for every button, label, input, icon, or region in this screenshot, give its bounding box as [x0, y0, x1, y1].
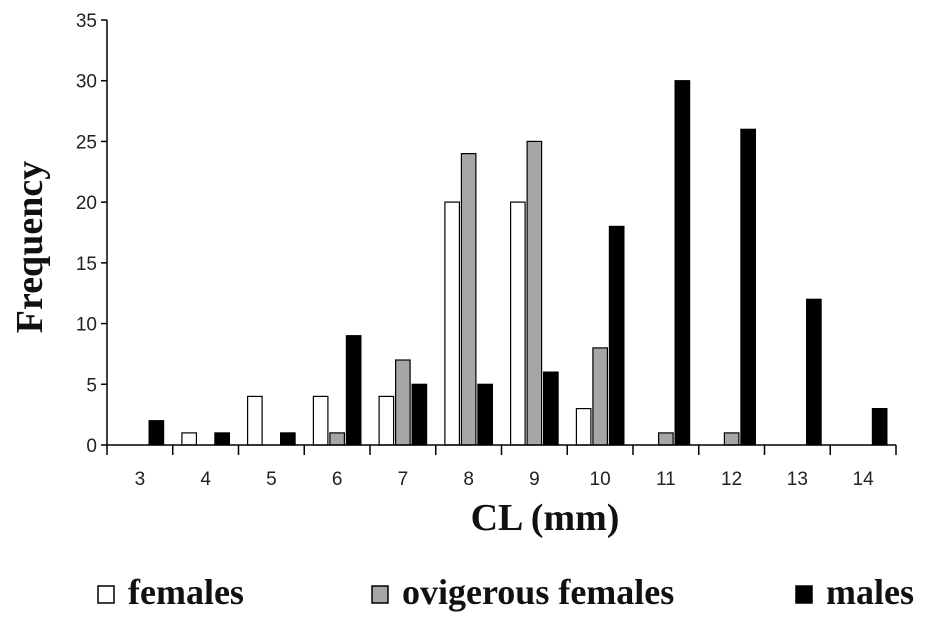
x-tick-label: 13: [787, 469, 808, 490]
bar-ovigerous-females-10: [592, 347, 609, 446]
y-tick-label: 25: [76, 132, 97, 153]
legend-swatch-ovigerous-females: [371, 585, 389, 604]
x-tick-label: 12: [721, 469, 742, 490]
bar-females-8: [444, 201, 460, 446]
x-tick-label: 6: [332, 469, 343, 490]
y-tick-label: 5: [86, 375, 97, 396]
bar-males-5: [280, 432, 296, 446]
legend-swatch-males: [795, 585, 813, 604]
bars-layer: [148, 80, 888, 446]
bar-males-14: [871, 408, 888, 446]
legend-label-females: females: [128, 572, 244, 612]
y-tick-label: 35: [76, 11, 97, 32]
bar-ovigerous-females-9: [526, 140, 543, 446]
bar-ovigerous-females-7: [395, 359, 411, 446]
legend-swatch-females: [97, 585, 115, 604]
bar-males-9: [542, 371, 559, 446]
y-tick-label: 15: [76, 254, 97, 275]
bar-ovigerous-females-6: [329, 432, 345, 446]
x-tick-label: 7: [398, 469, 409, 490]
y-tick-label: 10: [76, 315, 97, 336]
x-tick-label: 8: [463, 469, 474, 490]
y-tick-label: 30: [76, 72, 97, 93]
bar-females-6: [312, 395, 329, 446]
bar-males-6: [345, 335, 362, 446]
bar-ovigerous-females-12: [723, 432, 740, 446]
legend-label-males: males: [826, 572, 914, 612]
bar-females-4: [181, 432, 197, 446]
axes-layer: [106, 20, 896, 446]
ticks-layer: 0 5 10 15 20 25 30 35 3 4 5 6 7 8 9 10 11 12 13 14: [76, 11, 897, 490]
x-tick-label: 3: [135, 469, 146, 490]
y-tick-label: 0: [86, 436, 97, 457]
y-axis-title: Frequency: [9, 161, 51, 333]
x-tick-label: 9: [529, 469, 540, 490]
bar-females-5: [247, 395, 263, 446]
bar-males-3: [148, 420, 165, 446]
x-tick-label: 5: [266, 469, 277, 490]
bar-females-9: [510, 201, 526, 446]
x-tick-label: 11: [656, 469, 676, 490]
x-tick-label: 4: [200, 469, 211, 490]
legend: females ovigerous females males: [97, 572, 914, 612]
bar-males-7: [411, 383, 428, 446]
bar-males-8: [477, 383, 493, 446]
bar-females-7: [378, 395, 395, 446]
bar-males-12: [740, 128, 757, 446]
bar-males-11: [674, 80, 691, 446]
x-tick-label: 10: [590, 469, 611, 490]
bar-males-13: [805, 298, 822, 446]
bar-females-10: [575, 408, 592, 446]
x-axis-title: CL (mm): [471, 497, 620, 539]
bar-males-10: [608, 225, 625, 446]
x-tick-label: 14: [853, 469, 875, 490]
y-tick-label: 20: [76, 193, 97, 214]
legend-label-ovigerous-females: ovigerous females: [402, 572, 674, 612]
bar-ovigerous-females-8: [460, 153, 477, 446]
bar-males-4: [214, 432, 230, 446]
bar-ovigerous-females-11: [657, 432, 674, 446]
